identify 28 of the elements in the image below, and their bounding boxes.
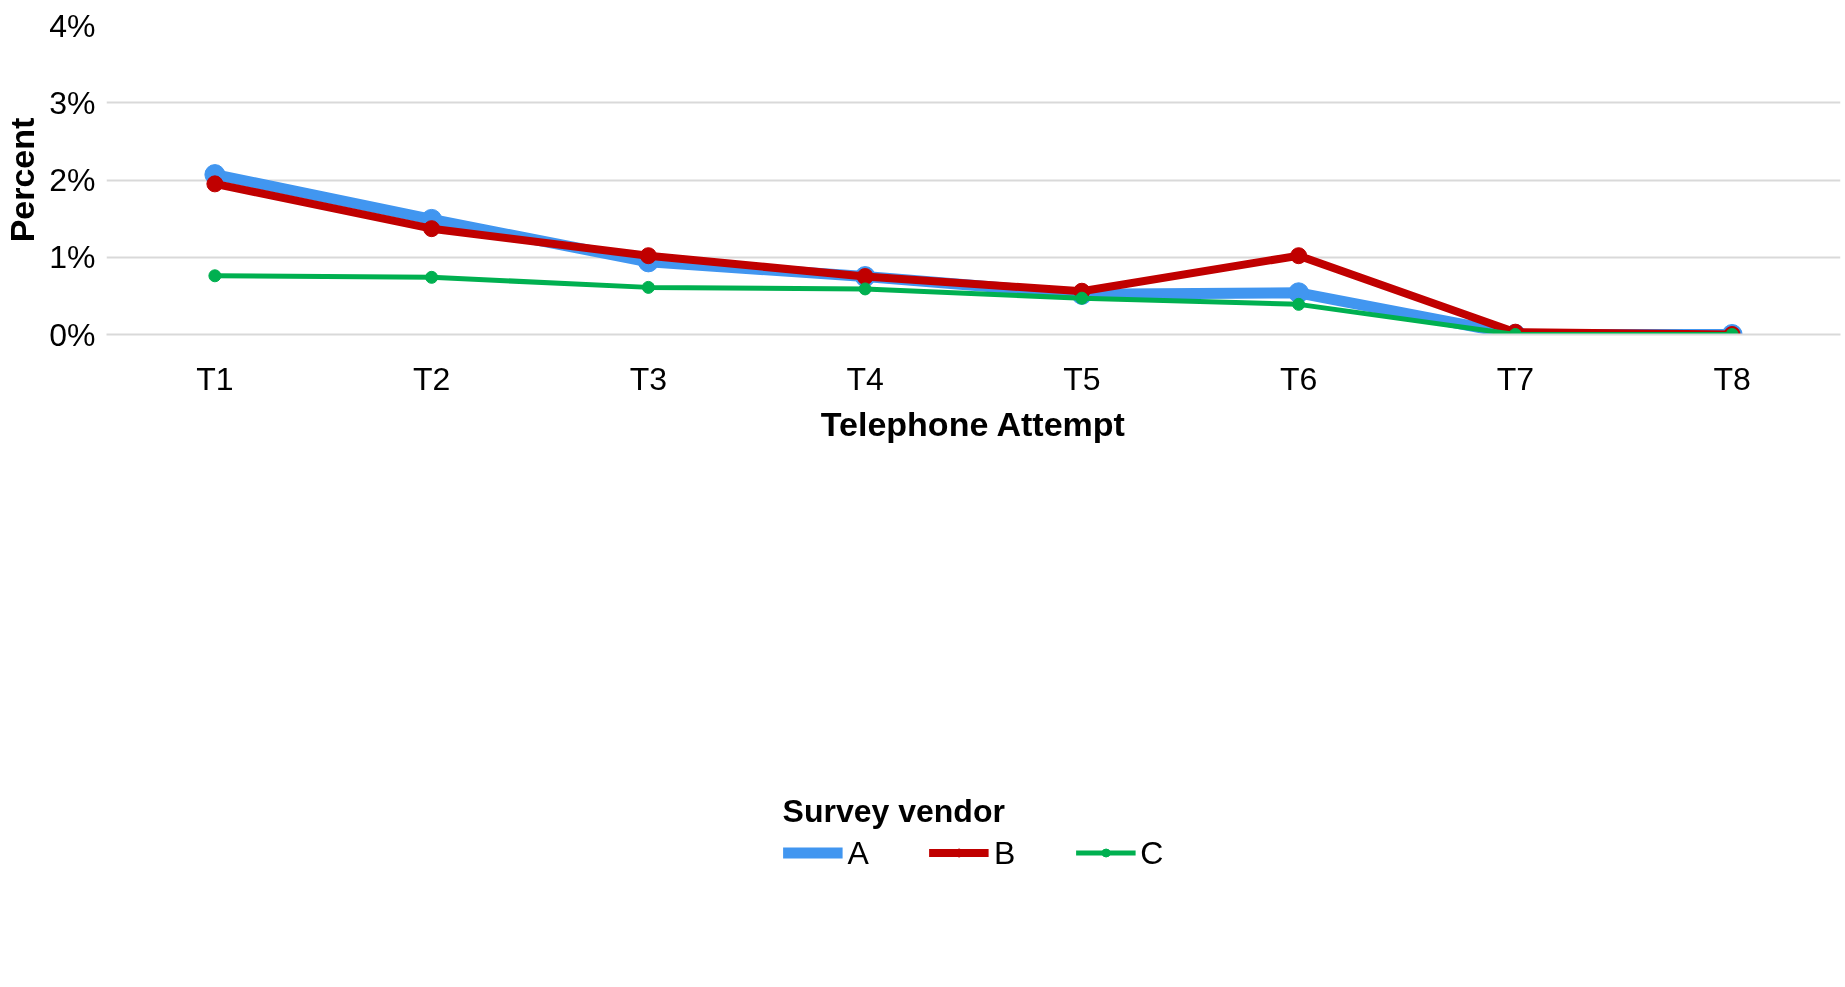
legend-label: A [847,834,869,872]
y-tick-label: 1% [49,239,96,276]
point [208,269,222,283]
point [423,220,441,238]
x-tick-label: T7 [1496,360,1535,397]
y-tick-label: 2% [49,162,96,198]
point [639,247,657,265]
legend-label: B [993,834,1016,872]
point [641,280,655,294]
point [1290,247,1308,265]
y-tick-label: 4% [49,7,96,44]
x-axis-title: Telephone Attempt [820,404,1125,443]
legend-title: Survey vendor [782,792,1006,830]
point [425,270,439,284]
point [206,175,224,193]
y-axis-title: Percent [3,117,42,243]
x-tick-label: T4 [846,360,884,397]
legend-label: C [1140,834,1164,872]
point [1292,297,1306,311]
y-tick-label: 0% [49,316,96,353]
x-tick-label: T5 [1063,360,1101,397]
y-tick-label: 3% [49,84,96,121]
x-tick-label: T2 [412,360,451,397]
x-tick-label: T6 [1279,360,1318,397]
x-tick-label: T3 [629,360,668,397]
x-tick-label: T1 [196,360,234,397]
point [858,282,872,296]
x-tick-label: T8 [1713,360,1751,397]
